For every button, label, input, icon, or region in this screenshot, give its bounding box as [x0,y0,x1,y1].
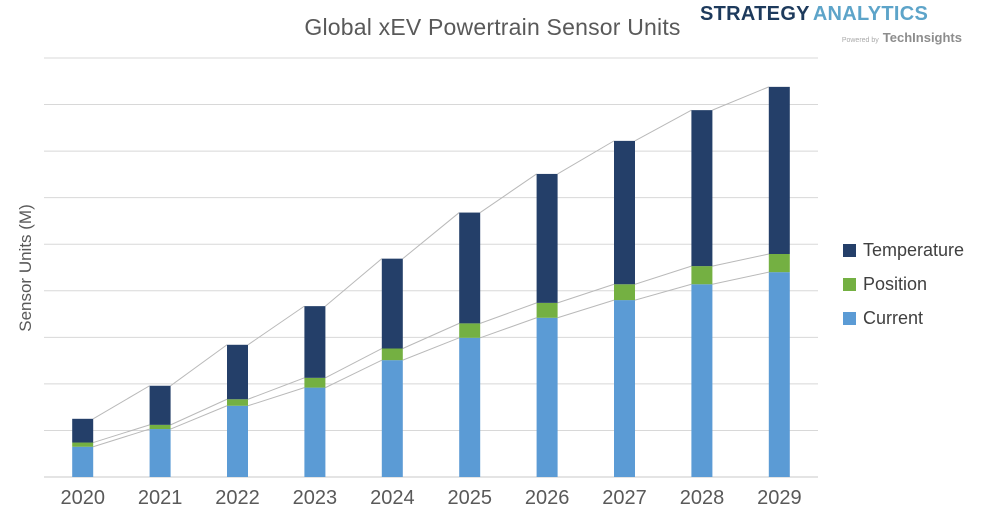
bar-segment-temperature-2024 [381,258,403,349]
x-tick-label: 2026 [524,487,570,509]
bars [72,86,790,477]
bar-segment-temperature-2029 [768,86,790,254]
bar-segment-position-2020 [72,442,94,447]
x-tick-label: 2021 [137,487,183,509]
legend-swatch-current [843,312,856,325]
x-tick-label: 2024 [370,487,415,509]
bar-segment-position-2021 [149,424,171,430]
x-tick-label: 2027 [602,487,647,509]
bar-segment-current-2028 [691,284,713,477]
legend-swatch-position [843,278,856,291]
bar-segment-position-2028 [691,266,713,285]
x-tick-label: 2028 [679,487,725,509]
bar-segment-temperature-2028 [691,110,713,267]
chart-title: Global xEV Powertrain Sensor Units [304,14,681,40]
bar-segment-temperature-2027 [614,140,635,285]
bar-segment-temperature-2023 [304,306,326,378]
brand-name-analytics: ANALYTICS [812,3,929,25]
brand-tagline-name: TechInsights [882,30,962,45]
bar-segment-temperature-2025 [459,212,481,324]
bar-segment-position-2027 [614,284,635,301]
brand-logo: STRATEGY ANALYTICS [700,3,928,26]
bar-segment-current-2027 [614,300,635,477]
legend-label: Current [863,308,924,328]
bar-segment-position-2022 [227,399,248,406]
bar-segment-position-2024 [381,348,403,361]
legend-label: Position [863,274,928,294]
bar-segment-position-2025 [459,323,481,338]
x-tick-label: 2023 [292,487,338,509]
x-tick-label: 2020 [60,487,105,509]
brand-name-strategy: STRATEGY [700,3,810,25]
legend-item-current: Current [843,308,964,329]
bar-segment-temperature-2026 [536,173,558,303]
gridlines [44,57,818,478]
bar-segment-temperature-2022 [227,344,248,400]
legend-label: Temperature [863,240,965,260]
legend-swatch-temperature [843,244,856,257]
bar-segment-current-2025 [459,337,481,477]
bar-segment-position-2026 [536,302,558,318]
x-tick-label: 2022 [215,487,260,509]
x-tick-label: 2029 [757,487,802,509]
bar-segment-current-2026 [536,317,558,477]
bar-segment-temperature-2021 [149,385,171,425]
bar-segment-current-2022 [227,405,248,477]
x-axis: 2020 2021 2022 2023 2024 2025 2026 2027 … [44,487,818,510]
legend-item-position: Position [843,274,964,295]
bar-segment-current-2023 [304,387,326,477]
x-tick-label: 2025 [447,487,492,509]
bar-segment-current-2021 [149,429,171,477]
bar-segment-position-2023 [304,377,326,388]
brand-tagline: Powered by TechInsights [842,29,962,47]
bar-segment-temperature-2020 [72,418,94,443]
bar-segment-current-2020 [72,446,94,477]
bar-segment-position-2029 [768,253,790,273]
legend-item-temperature: Temperature [843,240,964,261]
legend: Temperature Position Current [843,240,964,342]
bar-segment-current-2029 [768,272,790,477]
series-lines [92,86,769,448]
bar-segment-current-2024 [381,360,403,477]
brand-tagline-prefix: Powered by [841,37,879,44]
